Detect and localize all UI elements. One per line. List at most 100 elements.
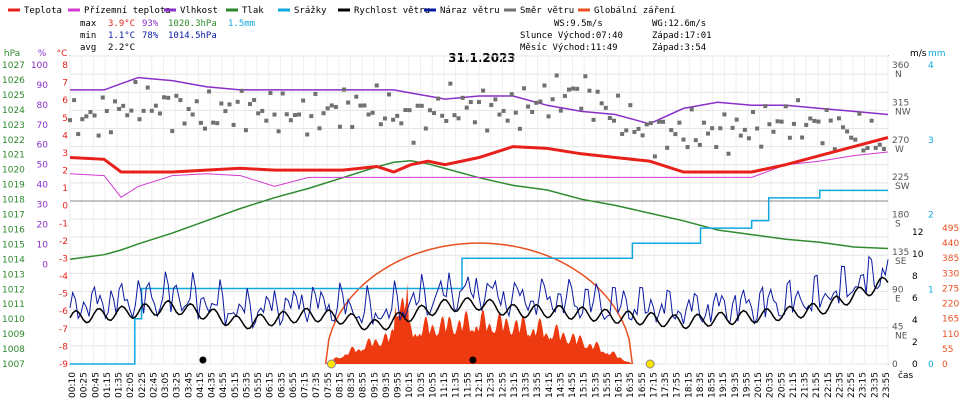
wind-direction-point [853, 137, 858, 142]
x-tick-label: 04:35 [208, 372, 218, 398]
wind-direction-point [804, 122, 809, 127]
wind-direction-point [808, 116, 813, 121]
wind-direction-point [329, 103, 334, 108]
wind-direction-point [550, 97, 555, 102]
wind-direction-point [554, 73, 559, 78]
x-tick-label: 00:45 [91, 372, 101, 398]
wind-direction-point [125, 113, 130, 118]
wind-direction-point [591, 117, 596, 122]
stats-block: max 3.9°C 93% 1020.3hPa 1.5mm min 1.1°C … [80, 19, 255, 53]
wind-direction-point [325, 106, 330, 111]
pct-tick-label: 90 [37, 81, 49, 91]
wind-direction-point [558, 108, 563, 113]
wind-direction-point [219, 101, 224, 106]
stat-min-press: 1014.5hPa [168, 31, 217, 41]
wind-direction-point [395, 113, 400, 118]
wind-direction-point [464, 105, 469, 110]
direction-tick-label: 0 [892, 360, 898, 370]
wind-direction-point [276, 129, 281, 134]
wind-direction-point [264, 118, 269, 123]
wind-direction-point [415, 103, 420, 108]
wind-direction-point [145, 85, 150, 90]
x-tick-label: 20:55 [777, 372, 787, 398]
x-tick-label: 01:35 [115, 372, 125, 398]
pct-tick-label: 40 [37, 181, 49, 191]
x-tick-label: 06:35 [277, 372, 287, 398]
wind-direction-point [427, 108, 432, 113]
info-wg: WG:12.6m/s [652, 19, 706, 29]
hpa-tick-label: 1022 [2, 136, 25, 146]
x-tick-label: 13:15 [510, 372, 520, 398]
mm-tick-label: 2 [928, 211, 934, 221]
wind-direction-point [530, 109, 535, 114]
wind-direction-point [354, 94, 359, 99]
wind-direction-point [272, 112, 277, 117]
wind-direction-point [436, 96, 441, 101]
wind-direction-point [710, 126, 715, 131]
wind-direction-point [546, 114, 551, 119]
x-tick-label: 02:05 [126, 372, 136, 398]
direction-tick-label: 45 [892, 323, 903, 333]
x-tick-label: 02:25 [138, 372, 148, 398]
x-tick-label: 19:55 [742, 372, 752, 398]
wind-direction-point [828, 118, 833, 123]
hpa-tick-label: 1026 [2, 76, 25, 86]
wind-direction-point [599, 101, 604, 106]
wind-direction-point [202, 126, 207, 131]
wind-direction-point [186, 107, 191, 112]
wind-direction-point [763, 104, 768, 109]
wind-direction-point [297, 112, 302, 117]
wind-direction-point [661, 119, 666, 124]
wind-direction-point [755, 126, 760, 131]
wind-direction-point [141, 108, 146, 113]
wind-direction-point [157, 111, 162, 116]
x-tick-label: 16:35 [626, 372, 636, 398]
x-tick-label: 23:15 [859, 372, 869, 398]
wind-direction-point [301, 98, 306, 103]
wind-direction-point [796, 98, 801, 103]
wind-direction-point [374, 83, 379, 88]
wind-direction-point [624, 128, 629, 133]
wind-direction-point [730, 125, 735, 130]
wind-direction-point [493, 97, 498, 102]
hpa-tick-label: 1007 [2, 360, 25, 370]
legend-label: Teplota [24, 6, 62, 16]
x-tick-label: 17:15 [649, 372, 659, 398]
x-tick-label: 20:15 [754, 372, 764, 398]
pct-tick-label: 20 [37, 220, 49, 230]
x-tick-label: 03:45 [184, 372, 194, 398]
x-tick-label: 21:35 [801, 372, 811, 398]
hpa-tick-label: 1012 [2, 285, 25, 295]
wind-direction-point [346, 100, 351, 105]
x-tick-label: 07:55 [324, 372, 334, 398]
x-tick-label: 14:35 [556, 372, 566, 398]
x-tick-label: 04:55 [219, 372, 229, 398]
direction-compass-label: SE [895, 257, 907, 267]
ms-tick-label: 4 [912, 316, 918, 326]
wind-direction-point [706, 131, 711, 136]
x-tick-label: 01:15 [103, 372, 113, 398]
stat-avg-temp: 2.2°C [108, 43, 135, 53]
wind-direction-point [824, 107, 829, 112]
x-tick-label: 11:35 [452, 372, 462, 398]
wind-direction-point [198, 120, 203, 125]
x-tick-label: 12:35 [487, 372, 497, 398]
hpa-tick-label: 1015 [2, 240, 25, 250]
wind-direction-point [112, 99, 117, 104]
wind-speed-line [69, 276, 889, 331]
wind-direction-point [182, 121, 187, 126]
direction-compass-label: SW [895, 182, 910, 192]
wind-direction-point [317, 126, 322, 131]
pressure-line [69, 159, 889, 261]
wind-direction-point [534, 100, 539, 105]
rain-line [70, 189, 888, 365]
ms-tick-label: 6 [912, 294, 918, 304]
x-tick-label: 13:35 [522, 372, 532, 398]
wind-direction-point [460, 95, 465, 100]
x-axis-title: čas [898, 370, 913, 381]
temp-tick-label: 0 [62, 202, 68, 212]
wind-direction-point [812, 118, 817, 123]
wind-direction-point [873, 145, 878, 150]
wind-direction-point [92, 113, 97, 118]
wind-direction-point [583, 74, 588, 79]
